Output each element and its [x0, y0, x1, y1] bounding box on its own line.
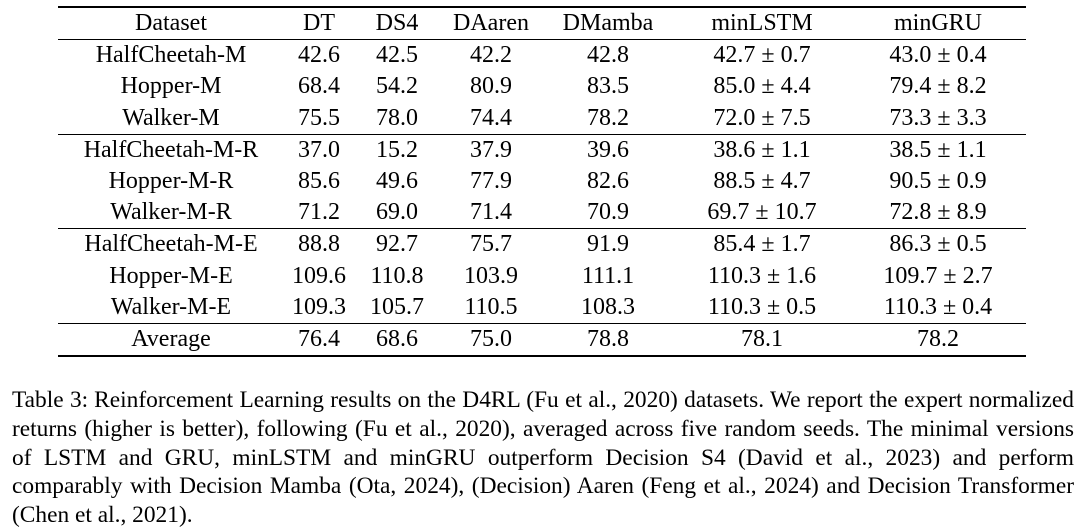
value-cell: 78.2: [917, 326, 959, 353]
table-row: Walker-M 75.5 78.0 74.4 78.2 72.0 ± 7.5 73.3 ±…: [58, 103, 1026, 135]
table-row: Walker-M-R 71.2 69.0 71.4 70.9 69.7 ± 10.7 72.…: [58, 197, 1026, 229]
value-cell: 38.6 ± 1.1: [713, 136, 811, 163]
value-cell: 82.6: [587, 168, 629, 195]
header-mingru: minGRU: [893, 10, 982, 36]
results-table: Dataset DT DS4 DAaren DMamba minLSTM min…: [58, 6, 1026, 357]
value-cell: 111.1: [581, 262, 635, 289]
table-row: Hopper-M 68.4 54.2 80.9 83.5 85.0 ± 4.4 79.4 ±…: [58, 71, 1026, 102]
dataset-name-cell: Hopper-M: [120, 73, 222, 100]
header-ds4: DS4: [375, 10, 419, 36]
table-row: Average 76.4 68.6 75.0 78.8 78.1 78.2: [58, 324, 1026, 357]
value-cell: 110.8: [370, 262, 424, 289]
header-dt: DT: [303, 10, 335, 36]
value-cell: 42.6: [298, 42, 340, 69]
value-cell: 110.3 ± 1.6: [707, 262, 817, 289]
value-cell: 75.7: [470, 231, 512, 258]
table-header: Dataset DT DS4 DAaren DMamba minLSTM min…: [58, 7, 1026, 40]
value-cell: 85.0 ± 4.4: [713, 73, 811, 100]
value-cell: 37.9: [470, 136, 512, 163]
dataset-name-cell: Walker-M-R: [110, 199, 232, 226]
value-cell: 78.1: [741, 326, 783, 353]
value-cell: 71.4: [470, 199, 512, 226]
value-cell: 85.4 ± 1.7: [713, 231, 811, 258]
value-cell: 109.6: [292, 262, 346, 289]
dataset-name-cell: Hopper-M-E: [109, 262, 233, 289]
value-cell: 69.0: [376, 199, 418, 226]
table-row: Hopper-M-R 85.6 49.6 77.9 82.6 88.5 ± 4.7 90.5…: [58, 166, 1026, 197]
value-cell: 78.0: [376, 104, 418, 131]
value-cell: 37.0: [298, 136, 340, 163]
table-row: Walker-M-E 109.3 105.7 110.5 108.3 110.3 ± 0.…: [58, 292, 1026, 324]
value-cell: 79.4 ± 8.2: [889, 73, 987, 100]
value-cell: 74.4: [470, 104, 512, 131]
value-cell: 80.9: [470, 73, 512, 100]
value-cell: 71.2: [298, 199, 340, 226]
value-cell: 43.0 ± 0.4: [889, 42, 987, 69]
header-dmamba: DMamba: [562, 10, 654, 36]
value-cell: 91.9: [587, 231, 629, 258]
value-cell: 88.8: [298, 231, 340, 258]
value-cell: 103.9: [464, 262, 518, 289]
value-cell: 105.7: [370, 293, 424, 320]
value-cell: 78.2: [587, 104, 629, 131]
dataset-name-cell: Walker-M: [122, 104, 220, 131]
value-cell: 108.3: [581, 293, 635, 320]
value-cell: 78.8: [587, 326, 629, 353]
value-cell: 83.5: [587, 73, 629, 100]
value-cell: 109.7 ± 2.7: [883, 262, 993, 289]
dataset-name-cell: HalfCheetah-M-E: [84, 231, 258, 258]
value-cell: 73.3 ± 3.3: [889, 104, 987, 131]
caption-label: Table 3:: [12, 387, 89, 414]
value-cell: 77.9: [470, 168, 512, 195]
value-cell: 68.6: [376, 326, 418, 353]
dataset-name-cell: HalfCheetah-M: [95, 42, 247, 69]
results-table-container: Dataset DT DS4 DAaren DMamba minLSTM min…: [58, 6, 1026, 357]
value-cell: 42.7 ± 0.7: [713, 42, 811, 69]
dataset-name-cell: Hopper-M-R: [108, 168, 234, 195]
dataset-name-cell: Average: [131, 326, 211, 353]
header-dataset: Dataset: [135, 10, 207, 36]
value-cell: 109.3: [292, 293, 346, 320]
value-cell: 110.5: [464, 293, 518, 320]
table-row: HalfCheetah-M-R 37.0 15.2 37.9 39.6 38.6 ± 1.…: [58, 134, 1026, 166]
value-cell: 54.2: [376, 73, 418, 100]
value-cell: 49.6: [376, 168, 418, 195]
value-cell: 86.3 ± 0.5: [889, 231, 987, 258]
table-row: HalfCheetah-M 42.6 42.5 42.2 42.8 42.7 ± 0.7 4…: [58, 40, 1026, 72]
value-cell: 42.2: [470, 42, 512, 69]
value-cell: 38.5 ± 1.1: [889, 136, 987, 163]
value-cell: 39.6: [587, 136, 629, 163]
value-cell: 76.4: [298, 326, 340, 353]
header-minlstm: minLSTM: [711, 10, 813, 36]
value-cell: 75.5: [298, 104, 340, 131]
value-cell: 75.0: [470, 326, 512, 353]
header-daaren: DAaren: [453, 10, 529, 36]
value-cell: 90.5 ± 0.9: [889, 168, 987, 195]
value-cell: 88.5 ± 4.7: [713, 168, 811, 195]
table-body: HalfCheetah-M 42.6 42.5 42.2 42.8 42.7 ± 0.7 4…: [58, 40, 1026, 357]
value-cell: 69.7 ± 10.7: [707, 199, 817, 226]
value-cell: 42.5: [376, 42, 418, 69]
value-cell: 92.7: [376, 231, 418, 258]
caption-text: Reinforcement Learning results on the D4…: [12, 387, 1074, 528]
table-row: Hopper-M-E 109.6 110.8 103.9 111.1 110.3 ± 1.…: [58, 261, 1026, 292]
value-cell: 85.6: [298, 168, 340, 195]
value-cell: 72.0 ± 7.5: [713, 104, 811, 131]
table-caption: Table 3: Reinforcement Learning results o…: [12, 386, 1074, 529]
value-cell: 68.4: [298, 73, 340, 100]
value-cell: 15.2: [376, 136, 418, 163]
value-cell: 110.3 ± 0.4: [883, 293, 993, 320]
value-cell: 110.3 ± 0.5: [707, 293, 817, 320]
value-cell: 70.9: [587, 199, 629, 226]
value-cell: 72.8 ± 8.9: [889, 199, 987, 226]
value-cell: 42.8: [587, 42, 629, 69]
dataset-name-cell: HalfCheetah-M-R: [83, 136, 259, 163]
header-row: Dataset DT DS4 DAaren DMamba minLSTM min…: [58, 7, 1026, 40]
table-row: HalfCheetah-M-E 88.8 92.7 75.7 91.9 85.4 ± 1.…: [58, 229, 1026, 261]
dataset-name-cell: Walker-M-E: [110, 293, 232, 320]
